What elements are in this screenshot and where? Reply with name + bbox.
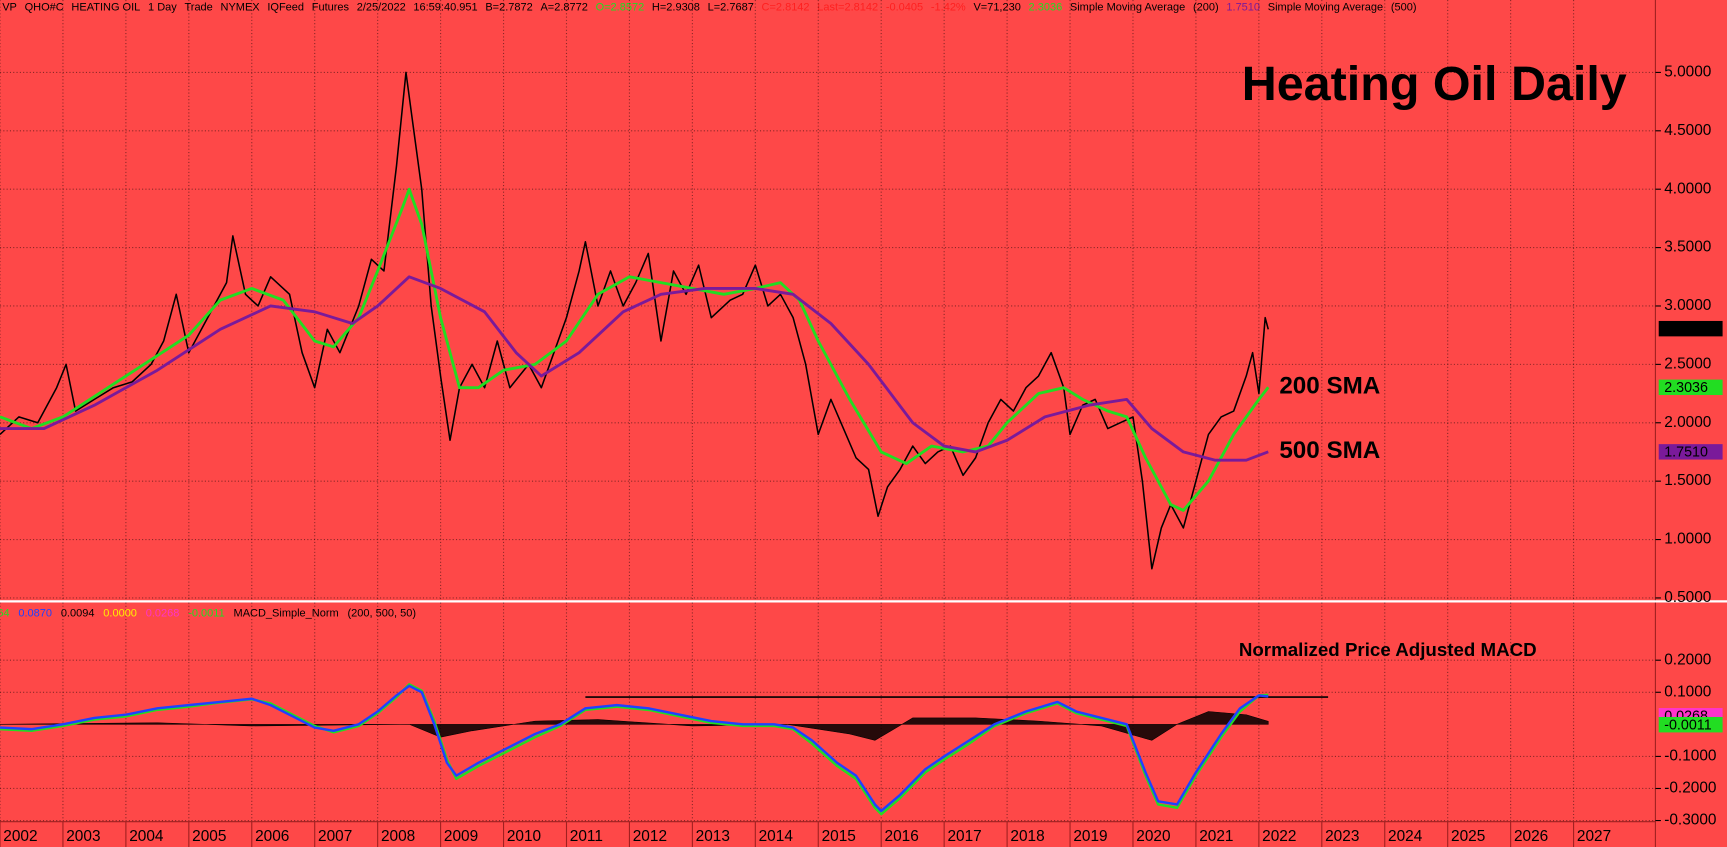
toolbar-item: Last=2.8142 — [817, 2, 878, 14]
x-tick-label: 2012 — [633, 828, 667, 845]
x-tick-label: 2021 — [1199, 828, 1233, 845]
y-tick-label: -0.1000 — [1664, 747, 1716, 764]
chart-title: Normalized Price Adjusted MACD — [1239, 639, 1537, 660]
toolbar-item: NYMEX — [221, 2, 261, 14]
series-line — [0, 275, 1269, 462]
header-item: MACD_Simple_Norm — [234, 607, 339, 619]
toolbar-item: L=2.7687 — [708, 2, 754, 14]
toolbar-item: B=2.7872 — [485, 2, 532, 14]
header-item: 964 — [0, 607, 10, 619]
y-tick-label: 5.0000 — [1664, 63, 1711, 80]
y-tick-label: 0.2000 — [1664, 651, 1711, 668]
price-marker — [1658, 444, 1723, 460]
x-tick-label: 2006 — [255, 828, 289, 845]
price-marker — [1658, 716, 1723, 733]
x-tick-label: 2016 — [885, 828, 919, 845]
toolbar-item: Trade — [184, 2, 212, 14]
toolbar-item: 1 Day — [148, 2, 177, 14]
x-tick-label: 2027 — [1577, 828, 1611, 845]
header-item: 0.0268 — [146, 607, 180, 619]
y-tick-label: 0.5000 — [1664, 589, 1711, 606]
y-tick-label: 1.5000 — [1664, 472, 1711, 489]
toolbar-item: A=2.8772 — [540, 2, 587, 14]
price-marker-label: 2.3036 — [1664, 380, 1708, 396]
toolbar-item: 16:59:40.951 — [413, 2, 477, 14]
toolbar-item: Simple Moving Average — [1070, 2, 1185, 14]
header-item: 0.0870 — [18, 607, 52, 619]
x-tick-label: 2002 — [3, 828, 37, 845]
x-tick-label: 2015 — [822, 828, 856, 845]
toolbar-item: Simple Moving Average — [1268, 2, 1383, 14]
toolbar-item: IQFeed — [267, 2, 304, 14]
toolbar-item: H=2.9308 — [652, 2, 700, 14]
toolbar-item: VP — [2, 2, 17, 14]
toolbar-item: 2/25/2022 — [357, 2, 406, 14]
x-tick-label: 2023 — [1325, 828, 1359, 845]
y-tick-label: -0.3000 — [1664, 812, 1716, 829]
price-marker — [1658, 320, 1723, 337]
x-tick-label: 2004 — [129, 828, 164, 845]
toolbar-item: QHO#C — [25, 2, 64, 14]
x-tick-label: 2026 — [1514, 828, 1548, 845]
toolbar-item: (200) — [1193, 2, 1219, 14]
toolbar-item: -1.42% — [931, 2, 966, 14]
y-tick-label: -0.2000 — [1664, 780, 1716, 797]
toolbar-item: C=2.8142 — [762, 2, 810, 14]
x-tick-label: 2008 — [381, 828, 415, 845]
toolbar: VP QHO#C HEATING OIL 1 Day Trade NYMEX IQFeed F… — [2, 2, 1416, 14]
panel: -0.3000-0.2000-0.10000.10000.20000.0268-… — [0, 607, 1723, 829]
toolbar-item: (500) — [1391, 2, 1417, 14]
x-tick-label: 2007 — [318, 828, 352, 845]
x-tick-label: 2020 — [1136, 828, 1170, 845]
price-marker — [1658, 379, 1723, 396]
y-tick-label: 3.0000 — [1664, 297, 1711, 314]
header-item: 0.0094 — [61, 607, 95, 619]
x-tick-label: 2024 — [1388, 828, 1423, 845]
x-tick-label: 2022 — [1262, 828, 1296, 845]
toolbar-item: V=71,230 — [973, 2, 1020, 14]
y-tick-label: 3.5000 — [1664, 239, 1711, 256]
x-tick-label: 2010 — [507, 828, 541, 845]
header-item: 0.0000 — [103, 607, 137, 619]
price-marker-label: 1.7510 — [1664, 445, 1708, 461]
panel: 0.5000 1.0000 1.5000 2.0000 2.5000 3.0000 3.50… — [0, 57, 1723, 606]
y-tick-label: 1.0000 — [1664, 531, 1711, 548]
price-marker-label: 2.8058 — [1664, 322, 1708, 338]
y-tick-label: 4.5000 — [1664, 122, 1711, 139]
x-tick-label: 2019 — [1073, 828, 1107, 845]
y-tick-label: 2.0000 — [1664, 414, 1711, 431]
toolbar-item: -0.0405 — [886, 2, 923, 14]
price-marker-label: -0.0011 — [1664, 718, 1711, 734]
x-tick-label: 2017 — [947, 828, 981, 845]
x-tick-label: 2009 — [444, 828, 478, 845]
x-tick-label: 2025 — [1451, 828, 1485, 845]
toolbar-item: Futures — [312, 2, 350, 14]
x-tick-label: 2005 — [192, 828, 226, 845]
y-tick-label: 2.5000 — [1664, 355, 1711, 372]
histogram-area — [0, 711, 1269, 741]
series-label: 200 SMA — [1279, 373, 1380, 400]
series-line — [0, 683, 1269, 816]
series-line — [0, 684, 1269, 813]
toolbar-item: 1.7510 — [1226, 2, 1260, 14]
header-item: (200, 500, 50) — [347, 607, 415, 619]
x-tick-label: 2011 — [570, 828, 603, 845]
y-tick-label: 0.1000 — [1664, 683, 1711, 700]
chart-title: Heating Oil Daily — [1242, 57, 1627, 111]
toolbar-item: HEATING OIL — [71, 2, 140, 14]
x-tick-label: 2003 — [66, 828, 100, 845]
panel-header: 964 0.0870 0.0094 0.0000 0.0268 -0.0011 MACD_S… — [0, 607, 416, 619]
x-tick-label: 2014 — [759, 828, 794, 845]
y-tick-label: 4.0000 — [1664, 180, 1711, 197]
series-line — [0, 71, 1270, 570]
header-item: -0.0011 — [188, 607, 225, 619]
toolbar-item: O=2.8572 — [596, 2, 645, 14]
x-tick-label: 2018 — [1010, 828, 1044, 845]
x-tick-label: 2013 — [696, 828, 730, 845]
series-line — [0, 187, 1270, 512]
series-label: 500 SMA — [1279, 437, 1380, 464]
toolbar-item: 2.3036 — [1029, 2, 1063, 14]
